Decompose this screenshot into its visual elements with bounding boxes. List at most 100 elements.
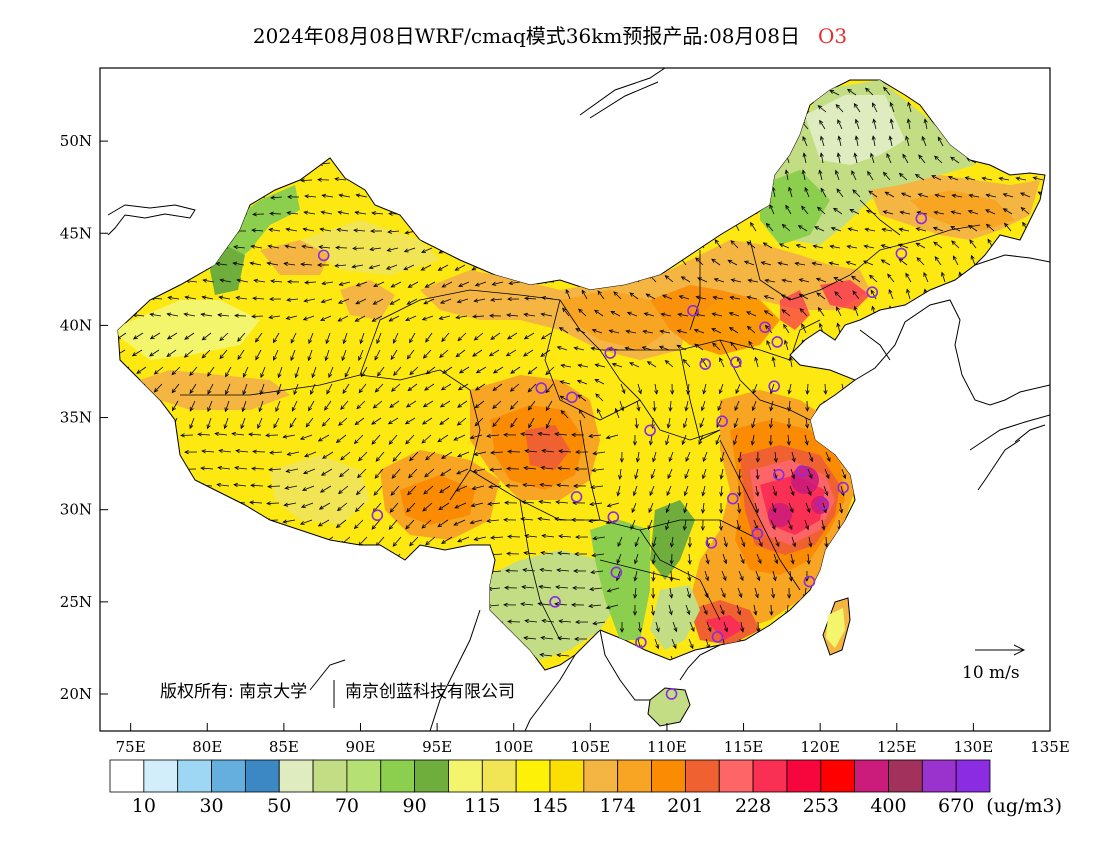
- wind-arrow: [787, 400, 792, 412]
- wind-arrow: [456, 468, 469, 475]
- wind-arrow: [389, 400, 400, 408]
- wind-arrow: [338, 417, 348, 426]
- wind-arrow: [788, 186, 793, 198]
- wind-arrow: [590, 570, 604, 575]
- wind-arrow: [218, 295, 231, 300]
- wind-arrow: [854, 135, 859, 147]
- wind-arrow: [269, 450, 283, 455]
- wind-arrow: [317, 434, 330, 442]
- lon-tick-label: 75E: [116, 738, 146, 756]
- wind-arrow: [326, 383, 333, 395]
- wind-arrow: [1020, 207, 1030, 215]
- wind-arrow: [455, 315, 468, 320]
- wind-arrow: [249, 500, 263, 505]
- wind-arrow: [509, 383, 520, 392]
- wind-arrow: [219, 332, 229, 342]
- wind-arrow: [1002, 208, 1013, 215]
- wind-arrow: [881, 227, 893, 232]
- wind-arrow: [545, 366, 555, 376]
- wind-arrow: [521, 585, 535, 590]
- wind-arrow: [668, 400, 673, 412]
- wind-arrow: [324, 400, 332, 411]
- wind-arrow: [597, 290, 605, 300]
- wind-arrow: [537, 516, 551, 521]
- lat-tick-label: 50N: [60, 132, 92, 150]
- wind-arrow: [750, 434, 755, 446]
- wind-arrow: [189, 383, 197, 395]
- wind-arrow: [454, 502, 467, 509]
- wind-arrow: [804, 519, 810, 531]
- wind-arrow: [317, 177, 330, 182]
- wind-arrow: [588, 518, 602, 524]
- wind-arrow: [455, 349, 466, 358]
- wind-arrow: [506, 466, 520, 471]
- wind-arrow: [473, 536, 487, 541]
- wind-arrow: [702, 604, 708, 616]
- wind-arrow: [283, 502, 297, 507]
- legend-label: 30: [199, 795, 223, 817]
- wind-arrow: [931, 175, 942, 181]
- wind-arrow: [438, 502, 450, 511]
- wind-arrow: [207, 400, 213, 413]
- wind-arrow: [698, 434, 704, 446]
- wind-arrow: [409, 366, 419, 376]
- lon-tick-label: 110E: [647, 738, 687, 756]
- wind-arrow: [748, 340, 755, 351]
- wind-arrow: [754, 356, 759, 368]
- wind-arrow: [487, 501, 501, 506]
- wind-arrow: [619, 451, 624, 463]
- wind-arrow: [356, 400, 366, 410]
- wind-arrow: [453, 434, 466, 441]
- wind-arrow: [524, 533, 538, 539]
- wind-arrow: [252, 212, 265, 217]
- wind-arrow: [474, 400, 485, 409]
- wind-arrow: [242, 383, 248, 396]
- wind-arrow: [505, 568, 519, 573]
- wind-arrow: [888, 288, 894, 300]
- wind-arrow: [688, 638, 694, 650]
- wind-arrow: [970, 254, 976, 266]
- wind-arrow: [556, 653, 570, 658]
- wind-arrow: [787, 587, 792, 599]
- wind-arrow: [868, 274, 878, 283]
- wind-arrow: [645, 293, 656, 300]
- wind-arrow: [470, 502, 484, 508]
- wind-arrow: [998, 176, 1010, 181]
- wind-arrow: [630, 519, 636, 531]
- wind-arrow: [613, 291, 622, 300]
- wind-arrow: [287, 279, 300, 284]
- wind-arrow: [488, 349, 500, 357]
- wind-arrow: [763, 295, 775, 300]
- wind-arrow: [289, 417, 297, 429]
- wind-arrow: [290, 349, 296, 362]
- wind-arrow: [655, 621, 660, 633]
- station-marker: [705, 537, 718, 549]
- wind-arrow: [805, 400, 810, 412]
- wind-arrow: [293, 383, 299, 396]
- wind-arrow: [723, 621, 728, 633]
- wind-arrow: [651, 553, 656, 565]
- wind-arrow: [632, 604, 638, 616]
- wind-arrow: [737, 451, 742, 463]
- wind-arrow: [507, 619, 521, 624]
- wind-arrow: [951, 193, 963, 198]
- map-title: 2024年08月08日WRF/cmaq模式36km预报产品:08月08日 O3: [0, 20, 1100, 49]
- wind-arrow: [701, 485, 706, 497]
- wind-arrow: [817, 306, 825, 317]
- wind-arrow: [746, 241, 756, 249]
- wind-arrow: [851, 275, 861, 283]
- wind-arrow: [231, 431, 245, 437]
- wind-arrow: [304, 451, 317, 458]
- station-marker: [535, 382, 548, 394]
- wind-arrow: [253, 278, 266, 283]
- wind-arrow: [836, 322, 841, 334]
- wind-arrow: [818, 322, 824, 334]
- wind-arrow: [591, 553, 605, 558]
- wind-arrow: [373, 281, 385, 288]
- wind-arrow: [371, 519, 381, 530]
- wind-arrow: [537, 431, 551, 436]
- wind-arrow: [619, 400, 625, 412]
- wind-arrow: [689, 621, 695, 633]
- wind-arrow: [219, 278, 232, 283]
- wind-arrow: [457, 451, 470, 458]
